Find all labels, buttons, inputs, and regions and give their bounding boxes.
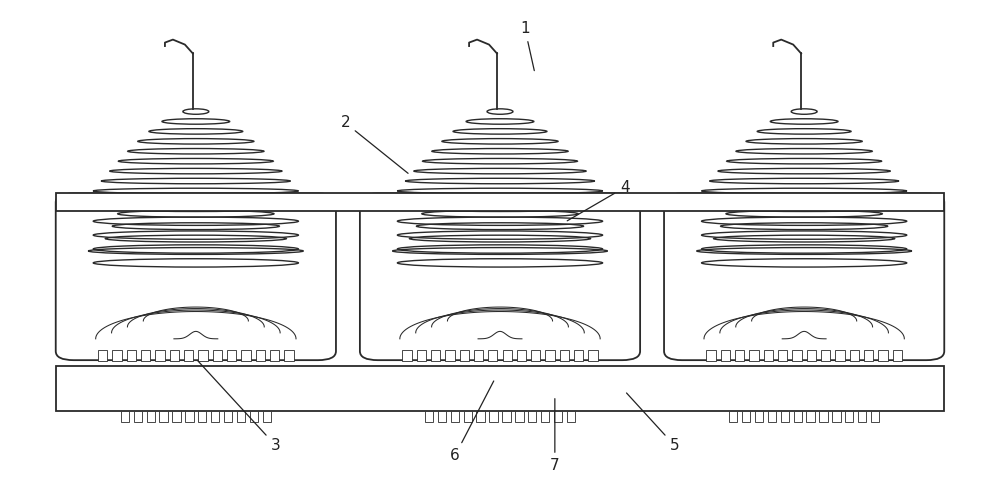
FancyBboxPatch shape [664,194,944,360]
Bar [845,411,853,422]
Bar [755,411,763,422]
Bar [821,350,830,361]
Bar [706,350,716,361]
Bar [489,411,498,422]
Bar [778,350,787,361]
Bar [263,411,271,422]
Bar [574,350,583,361]
Bar [184,350,193,361]
Bar [445,350,455,361]
Bar [515,411,524,422]
Bar [425,411,433,422]
Bar [781,411,789,422]
FancyBboxPatch shape [360,194,640,360]
Bar [503,350,512,361]
Bar [224,411,232,422]
Bar [241,350,251,361]
Bar [431,350,440,361]
Bar [417,350,426,361]
Text: 6: 6 [450,381,494,463]
Bar [764,350,773,361]
Text: 3: 3 [198,361,281,453]
Bar [749,350,759,361]
Bar [807,350,816,361]
Bar [438,411,446,422]
Bar [155,350,165,361]
Bar [794,411,802,422]
Bar [517,350,526,361]
Bar [768,411,776,422]
Bar [211,411,219,422]
Bar [147,411,155,422]
Bar [270,350,279,361]
Bar [98,350,107,361]
Bar [198,411,206,422]
Text: 1: 1 [520,21,534,71]
Bar [806,411,815,422]
Bar [121,411,129,422]
Bar [588,350,598,361]
Bar [402,350,412,361]
Bar [250,411,258,422]
Text: 7: 7 [550,399,560,473]
Bar [835,350,845,361]
Bar [170,350,179,361]
Bar [742,411,750,422]
Bar [213,350,222,361]
Bar [284,350,294,361]
Bar [134,411,142,422]
Bar [541,411,549,422]
Bar [474,350,483,361]
Bar [237,411,245,422]
Bar [560,350,569,361]
Bar [735,350,744,361]
Bar [488,350,497,361]
Text: 2: 2 [341,115,408,173]
Bar [545,350,555,361]
Bar [528,411,536,422]
Text: 4: 4 [567,180,629,221]
Bar [227,350,236,361]
Bar [185,411,194,422]
Bar [502,411,511,422]
Text: 5: 5 [627,393,679,453]
Bar [729,411,737,422]
Bar [256,350,265,361]
Bar [819,411,828,422]
Bar [893,350,902,361]
Bar [554,411,562,422]
FancyBboxPatch shape [56,366,944,411]
Bar [850,350,859,361]
Bar [172,411,181,422]
Bar [159,411,168,422]
Bar [832,411,841,422]
Bar [567,411,575,422]
Bar [141,350,150,361]
Bar [476,411,485,422]
Bar [112,350,122,361]
Bar [871,411,879,422]
Bar [878,350,888,361]
Bar [721,350,730,361]
Bar [531,350,540,361]
Bar [198,350,208,361]
Bar [464,411,472,422]
Bar [792,350,802,361]
Bar [858,411,866,422]
Bar [864,350,873,361]
Bar [127,350,136,361]
FancyBboxPatch shape [56,194,336,360]
Bar [451,411,459,422]
Bar [56,194,944,211]
Bar [460,350,469,361]
